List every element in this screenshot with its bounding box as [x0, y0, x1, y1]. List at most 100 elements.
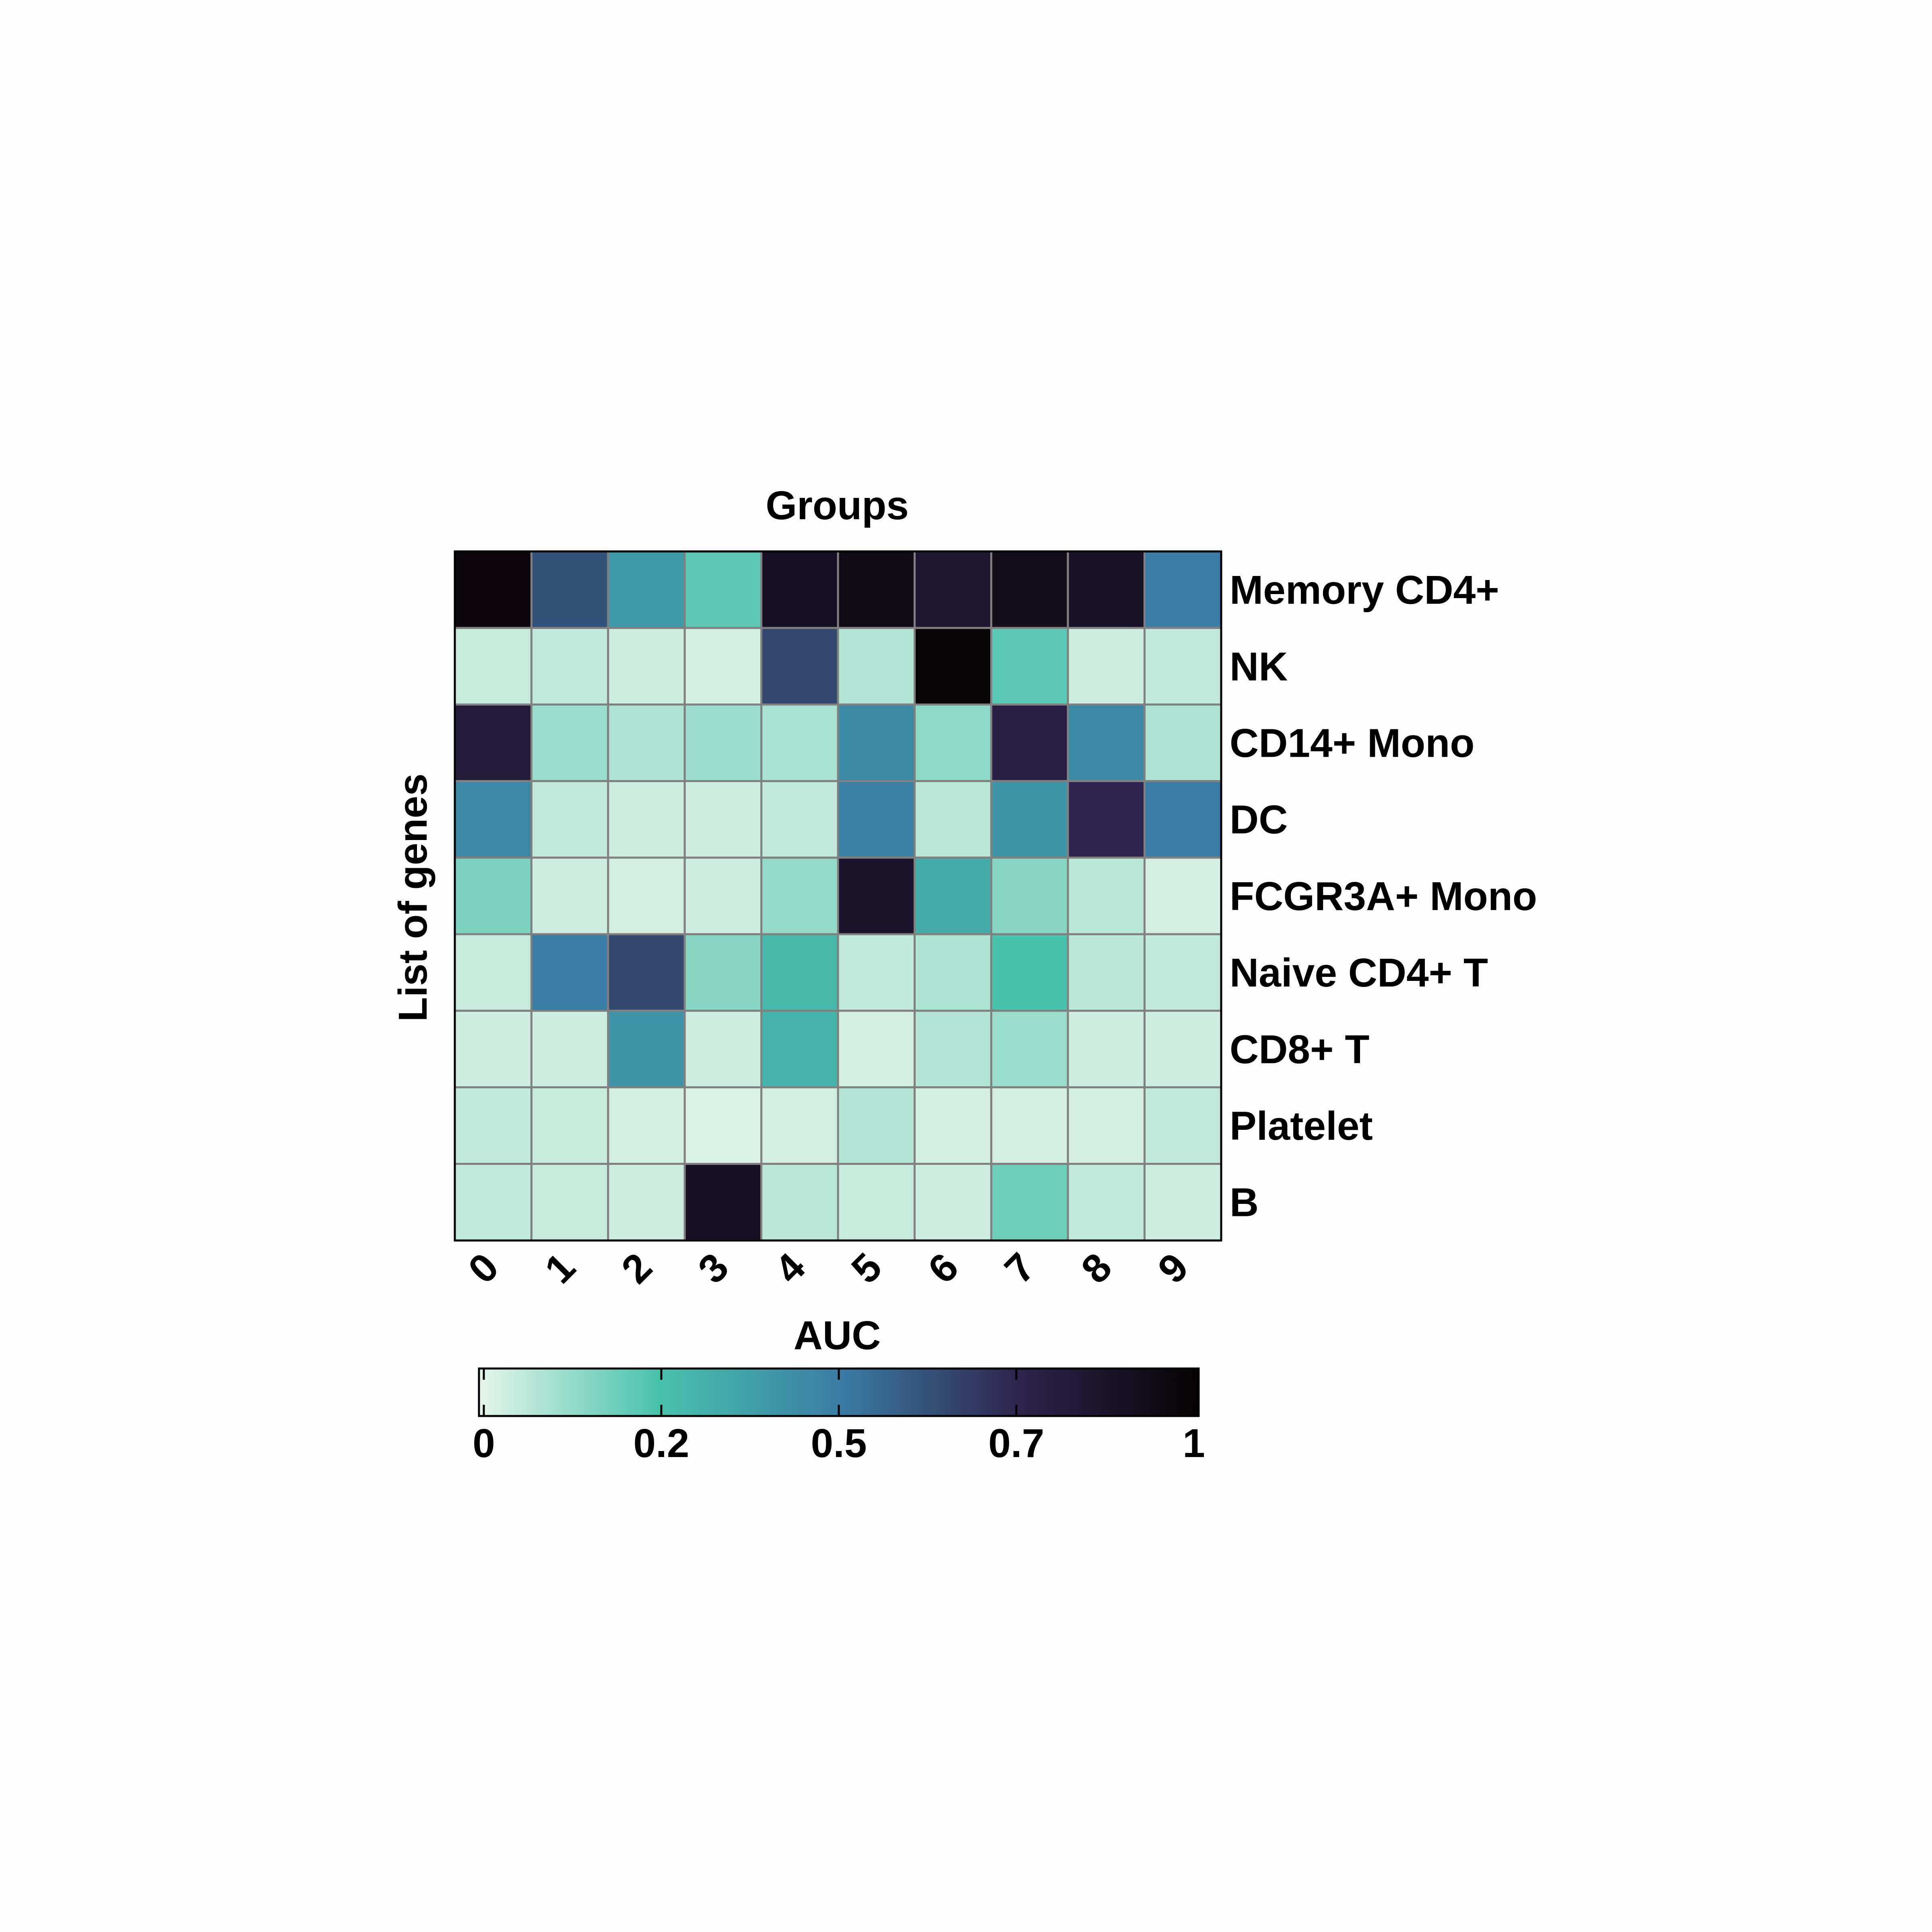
heatmap-cell-r6-c7	[990, 1009, 1069, 1088]
heatmap-cell-r6-c6	[913, 1009, 993, 1088]
heatmap-cell-r6-c8	[1067, 1009, 1146, 1088]
column-label-4: 4	[766, 1244, 814, 1292]
heatmap-cell-r5-c1	[530, 933, 609, 1012]
heatmap-cell-r3-c4	[760, 780, 839, 859]
heatmap-cell-r7-c2	[607, 1086, 686, 1165]
heatmap-cell-r6-c2	[607, 1009, 686, 1088]
row-label-6: CD8+ T	[1230, 1027, 1369, 1072]
heatmap-cell-r1-c3	[683, 627, 763, 706]
colorbar-tick-label-3: 0.7	[988, 1421, 1044, 1466]
heatmap-cell-r2-c6	[913, 703, 993, 782]
heatmap-cell-r3-c1	[530, 780, 609, 859]
heatmap-cell-r3-c8	[1067, 780, 1146, 859]
heatmap-cell-r5-c4	[760, 933, 839, 1012]
heatmap-cell-r2-c5	[837, 703, 916, 782]
heatmap-cell-r4-c9	[1144, 857, 1222, 935]
heatmap-cell-r8-c4	[760, 1163, 839, 1242]
heatmap-cell-r2-c9	[1144, 703, 1222, 782]
heatmap-cell-r0-c0	[454, 550, 533, 629]
heatmap-cell-r5-c6	[913, 933, 993, 1012]
colorbar-tick-label-0: 0	[473, 1421, 495, 1466]
heatmap-cell-r5-c3	[683, 933, 763, 1012]
heatmap-cell-r0-c3	[683, 550, 763, 629]
colorbar-tick-label-4: 1	[1183, 1421, 1205, 1466]
heatmap-cell-r8-c8	[1067, 1163, 1146, 1242]
row-label-4: FCGR3A+ Mono	[1230, 874, 1537, 919]
heatmap-cell-r1-c1	[530, 627, 609, 706]
heatmap-cell-r8-c3	[683, 1163, 763, 1242]
heatmap-cell-r0-c4	[760, 550, 839, 629]
heatmap-cell-r4-c2	[607, 857, 686, 935]
column-label-1: 1	[536, 1245, 584, 1292]
heatmap-cell-r4-c0	[454, 857, 533, 935]
heatmap-cell-r0-c8	[1067, 550, 1146, 629]
heatmap-cell-r1-c8	[1067, 627, 1146, 706]
heatmap-cell-r4-c8	[1067, 857, 1146, 935]
heatmap-cell-r6-c0	[454, 1009, 533, 1088]
heatmap-cell-r8-c5	[837, 1163, 916, 1242]
heatmap-cell-r5-c2	[607, 933, 686, 1012]
heatmap-cell-r1-c7	[990, 627, 1069, 706]
heatmap-cell-r6-c9	[1144, 1009, 1222, 1088]
heatmap-cell-r7-c3	[683, 1086, 763, 1165]
column-label-3: 3	[689, 1245, 737, 1292]
heatmap-cell-r2-c0	[454, 703, 533, 782]
heatmap-cell-r2-c2	[607, 703, 686, 782]
colorbar-tick-label-2: 0.5	[811, 1421, 867, 1466]
row-label-5: Naive CD4+ T	[1230, 950, 1488, 995]
row-label-7: Platelet	[1230, 1104, 1373, 1149]
colorbar-ticks: 0 0.2 0.5 0.7 1	[473, 1368, 1205, 1466]
column-label-8: 8	[1073, 1245, 1121, 1292]
column-label-5: 5	[843, 1245, 891, 1292]
heatmap-cell-r1-c4	[760, 627, 839, 706]
heatmap-cell-r8-c2	[607, 1163, 686, 1242]
row-label-0: Memory CD4+	[1230, 568, 1499, 613]
heatmap-cell-r5-c9	[1144, 933, 1222, 1012]
heatmap-cell-r6-c4	[760, 1009, 839, 1088]
column-label-9: 9	[1149, 1245, 1197, 1292]
heatmap-cell-r4-c4	[760, 857, 839, 935]
row-label-2: CD14+ Mono	[1230, 721, 1474, 766]
heatmap-cell-r1-c0	[454, 627, 533, 706]
row-label-1: NK	[1230, 644, 1288, 689]
heatmap-cell-r8-c6	[913, 1163, 993, 1242]
heatmap-cell-r2-c8	[1067, 703, 1146, 782]
heatmap-cell-r7-c1	[530, 1086, 609, 1165]
heatmap-cell-r2-c4	[760, 703, 839, 782]
heatmap-cell-r3-c9	[1144, 780, 1222, 859]
heatmap-cell-r0-c5	[837, 550, 916, 629]
heatmap-cell-r4-c1	[530, 857, 609, 935]
heatmap-cell-r8-c7	[990, 1163, 1069, 1242]
heatmap-cell-r2-c3	[683, 703, 763, 782]
heatmap-cell-r1-c5	[837, 627, 916, 706]
heatmap-cell-r5-c0	[454, 933, 533, 1012]
column-label-7: 7	[996, 1245, 1044, 1292]
heatmap-cell-r0-c9	[1144, 550, 1222, 629]
column-label-0: 0	[460, 1245, 508, 1292]
row-label-3: DC	[1230, 797, 1288, 842]
heatmap-cell-r3-c2	[607, 780, 686, 859]
heatmap-cell-r3-c5	[837, 780, 916, 859]
heatmap-cell-r7-c9	[1144, 1086, 1222, 1165]
heatmap-cell-r6-c3	[683, 1009, 763, 1088]
heatmap-cell-r6-c5	[837, 1009, 916, 1088]
heatmap-cell-r1-c2	[607, 627, 686, 706]
heatmap-cells	[454, 550, 1222, 1242]
heatmap-cell-r3-c7	[990, 780, 1069, 859]
heatmap-cell-r7-c4	[760, 1086, 839, 1165]
heatmap-cell-r5-c8	[1067, 933, 1146, 1012]
colorbar-label: AUC	[794, 1313, 881, 1358]
heatmap-cell-r2-c7	[990, 703, 1069, 782]
heatmap-cell-r7-c6	[913, 1086, 993, 1165]
heatmap-cell-r4-c6	[913, 857, 993, 935]
heatmap-cell-r7-c0	[454, 1086, 533, 1165]
heatmap-cell-r8-c0	[454, 1163, 533, 1242]
colorbar-tick-label-1: 0.2	[633, 1421, 689, 1466]
heatmap-cell-r3-c0	[454, 780, 533, 859]
heatmap-cell-r7-c7	[990, 1086, 1069, 1165]
heatmap-cell-r5-c7	[990, 933, 1069, 1012]
heatmap-cell-r0-c1	[530, 550, 609, 629]
heatmap-cell-r4-c7	[990, 857, 1069, 935]
heatmap-cell-r0-c6	[913, 550, 993, 629]
